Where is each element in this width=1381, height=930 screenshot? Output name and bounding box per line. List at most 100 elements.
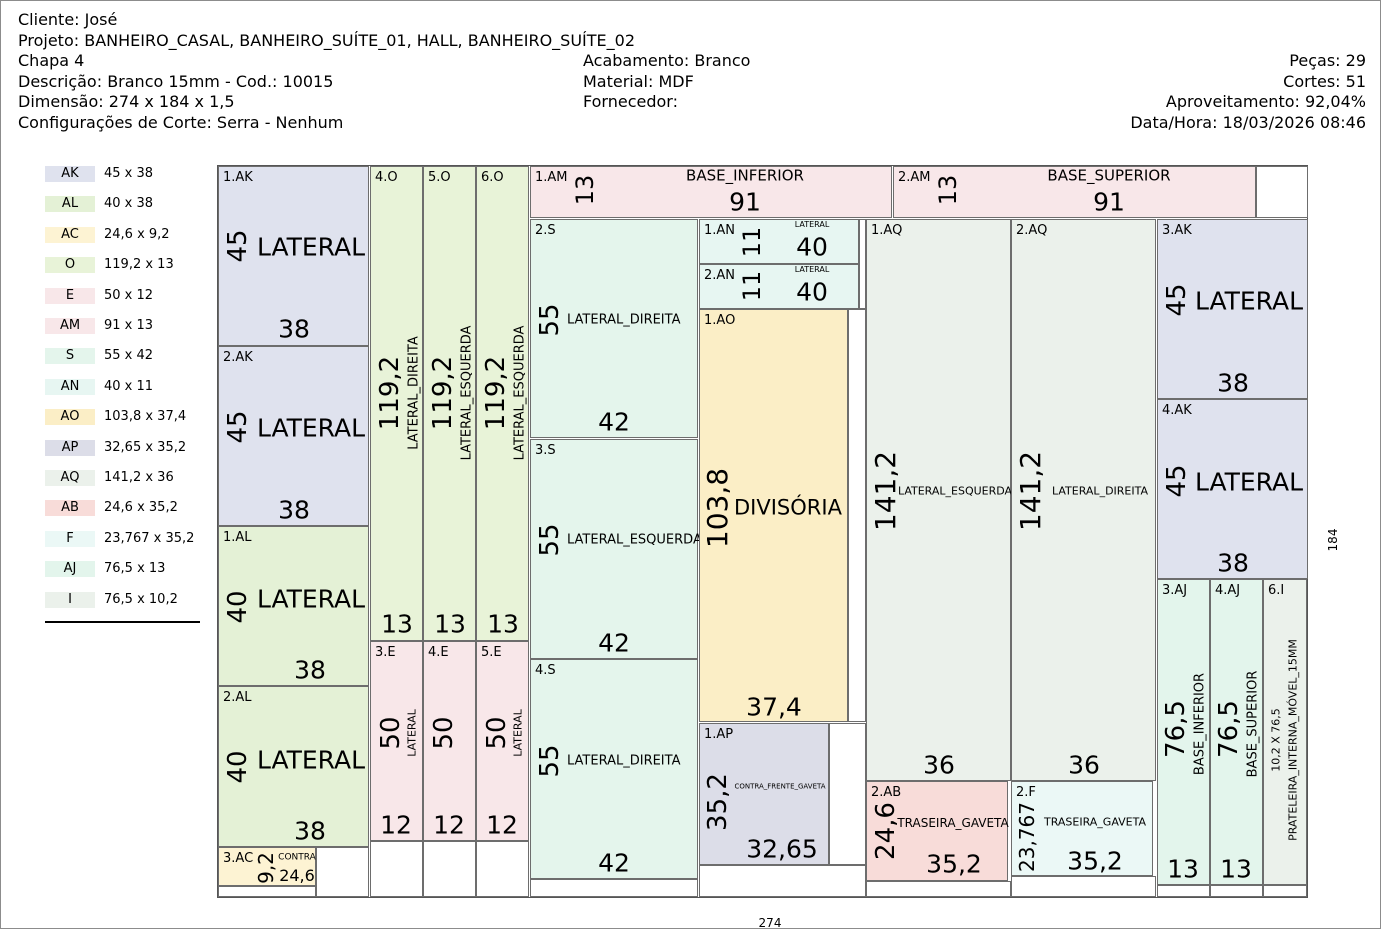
piece-4-e: 4.E: [423, 641, 476, 841]
piece-length: 11: [738, 270, 766, 302]
legend-dimension: 45 x 38: [104, 166, 154, 181]
piece-length: 50: [429, 716, 459, 750]
legend-dimension: 24,6 x 9,2: [104, 226, 170, 242]
piece-width: 36: [923, 750, 955, 780]
piece-3-s: 3.S: [530, 439, 698, 659]
piece-1-al: 1.AL: [218, 526, 369, 686]
piece-label: BASE_SUPERIOR: [1047, 166, 1171, 185]
piece-4-ak: 4.AK: [1157, 399, 1308, 579]
piece-width: 38: [278, 314, 310, 344]
legend-code: AP: [45, 439, 95, 456]
legend-code: F: [45, 530, 95, 547]
piece-id: 3.S: [535, 443, 556, 458]
legend-dimension: 40 x 38: [104, 196, 154, 212]
client-text: Cliente: José: [18, 10, 118, 29]
piece-label: TRASEIRA_GAVETA: [1043, 815, 1147, 829]
description-text: Descrição: Branco 15mm - Cod.: 10015: [18, 71, 334, 91]
piece-id: 1.AM: [535, 170, 568, 185]
piece-4-aj: 4.AJ: [1210, 579, 1263, 885]
piece-length: 76,5: [1214, 700, 1244, 758]
piece-width: 12: [380, 810, 412, 840]
cut-config-text: Configurações de Corte: Serra - Nenhum: [18, 112, 344, 132]
scrap-area: [1263, 885, 1307, 897]
piece-width: 91: [729, 187, 761, 217]
piece-width: 38: [1217, 548, 1249, 578]
piece-label: LATERAL: [256, 413, 366, 443]
piece-id: 1.AP: [704, 727, 734, 742]
legend-code: E: [45, 287, 95, 304]
piece-length: 45: [223, 410, 253, 444]
piece-label: LATERAL_ESQUERDA: [512, 325, 528, 461]
piece-id: 4.S: [535, 663, 556, 678]
piece-label: LATERAL: [405, 709, 419, 757]
piece-label: DIVISÓRIA: [734, 495, 842, 520]
piece-length: 23,767: [1015, 802, 1039, 872]
piece-label: LATERAL_ESQUERDA: [459, 325, 475, 461]
piece-length: 103,8: [701, 467, 734, 549]
legend-code: AN: [45, 378, 95, 395]
scrap-area: [1256, 166, 1308, 218]
piece-2-ab: 2.AB: [866, 781, 1008, 881]
legend-dimension: 103,8 x 37,4: [104, 409, 187, 425]
piece-label: CONTRA_FRENTE_GAVETA: [734, 782, 826, 791]
piece-3-aj: 3.AJ: [1157, 579, 1210, 885]
piece-label: LATERAL: [256, 584, 366, 614]
piece-id: 2.F: [1016, 785, 1036, 800]
piece-id: 1.AN: [704, 223, 736, 238]
legend-dimension: 91 x 13: [104, 318, 154, 333]
piece-label: LATERAL: [1194, 286, 1304, 316]
piece-id: 1.AL: [223, 530, 252, 545]
piece-id: 2.S: [535, 223, 556, 238]
piece-length: 13: [934, 174, 962, 206]
legend-code: AK: [45, 166, 95, 182]
piece-width: 35,2: [1067, 846, 1123, 876]
piece-width: 13: [1167, 854, 1199, 884]
piece-1-ap: 1.AP: [699, 723, 829, 865]
legend-dimension: 50 x 12: [104, 287, 154, 303]
piece-length: 119,2: [481, 355, 511, 431]
piece-2-ak: 2.AK: [218, 346, 369, 526]
piece-width: 38: [1217, 368, 1249, 398]
piece-width: 38: [294, 816, 326, 846]
piece-width: 36: [1068, 750, 1100, 780]
piece-id: 1.AK: [223, 170, 253, 185]
piece-width: 42: [598, 407, 630, 437]
piece-id: 3.E: [375, 645, 396, 660]
legend-divider: [45, 621, 200, 623]
piece-length: 45: [223, 229, 253, 263]
legend-code: AL: [45, 196, 95, 213]
piece-id: 1.AO: [704, 313, 736, 328]
finish-text: Acabamento: Branco: [583, 51, 751, 70]
scrap-area: [859, 219, 866, 309]
piece-width: 42: [598, 848, 630, 878]
piece-length: 24,6: [871, 802, 901, 860]
scrap-area: [1210, 885, 1263, 897]
piece-width: 42: [598, 628, 630, 658]
piece-1-aq: 1.AQ: [866, 219, 1011, 781]
piece-label: LATERAL_ESQUERDA: [567, 532, 702, 548]
legend-dimension: 23,767 x 35,2: [104, 530, 195, 546]
piece-width: 32,65: [746, 834, 818, 864]
piece-id: 4.E: [428, 645, 449, 660]
piece-id: 3.AK: [1162, 223, 1192, 238]
scrap-area: [866, 881, 1011, 897]
piece-1-an: 1.AN: [699, 219, 859, 264]
piece-id: 3.AC: [223, 851, 254, 866]
piece-id: 2.AK: [223, 350, 253, 365]
piece-width: 40: [796, 232, 828, 262]
piece-length: 50: [482, 716, 512, 750]
legend-code: AJ: [45, 561, 95, 578]
legend-dimension: 76,5 x 13: [104, 561, 166, 577]
scrap-area: [316, 847, 369, 897]
piece-5-o: 5.O: [423, 166, 476, 641]
piece-width: 38: [278, 495, 310, 525]
scrap-area: [423, 841, 476, 897]
legend-dimension: 24,6 x 35,2: [104, 500, 178, 516]
piece-label: LATERAL_DIREITA: [1051, 484, 1149, 498]
header-middle: Acabamento: Branco Material: MDF Fornece…: [583, 51, 750, 113]
piece-2-am: 2.AM: [893, 166, 1256, 218]
dimension-text: Dimensão: 274 x 184 x 1,5: [18, 92, 235, 111]
scrap-area: [829, 723, 866, 865]
piece-label: LATERAL: [256, 745, 366, 775]
legend-code: AQ: [45, 470, 95, 486]
